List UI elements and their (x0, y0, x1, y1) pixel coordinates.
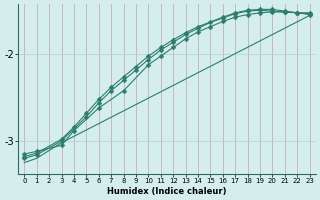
X-axis label: Humidex (Indice chaleur): Humidex (Indice chaleur) (107, 187, 227, 196)
